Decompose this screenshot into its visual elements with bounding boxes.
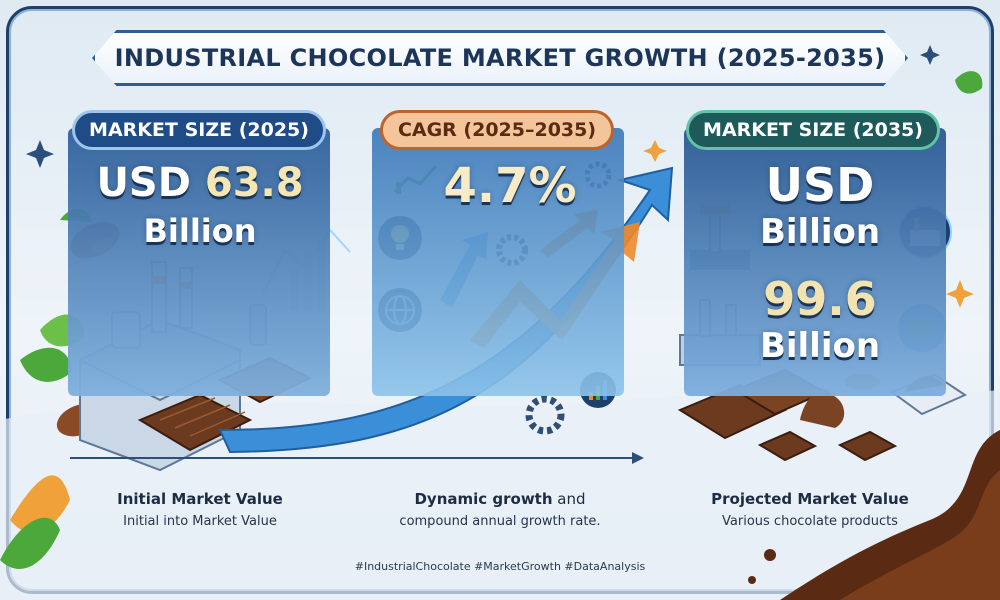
value-2025-number: 63.8 [204, 160, 304, 206]
caption-title-growth-bold: Dynamic growth [414, 490, 553, 508]
value-2035-line2: Billion [759, 212, 881, 252]
chocolate-swirl-icon [748, 430, 1000, 600]
caption-title-initial: Initial Market Value [117, 490, 283, 508]
page-title: INDUSTRIAL CHOCOLATE MARKET GROWTH (2025… [114, 44, 886, 72]
value-2025-unit: Billion [143, 212, 257, 250]
pill-market-size-2035: MARKET SIZE (2035) [686, 110, 940, 150]
pill-market-size-2025: MARKET SIZE (2025) [72, 110, 326, 150]
caption-sub-growth: compound annual growth rate. [399, 514, 601, 529]
value-cagr: 4.7% [443, 158, 577, 214]
value-2025: USD 63.8 [70, 160, 330, 206]
title-banner: INDUSTRIAL CHOCOLATE MARKET GROWTH (2025… [92, 30, 908, 86]
value-2025-prefix: USD [96, 160, 205, 206]
leaf-icon [955, 71, 983, 94]
value-2035-line1: USD [765, 158, 875, 212]
panel-market-size-2025 [68, 128, 330, 396]
sparkle-icon [26, 45, 974, 308]
hashtags: #IndustrialChocolate #MarketGrowth #Data… [354, 560, 646, 573]
value-2035-unit: Billion [759, 326, 881, 366]
caption-title-projected: Projected Market Value [711, 490, 909, 508]
caption-sub-projected: Various chocolate products [722, 514, 898, 529]
value-2035-number: 99.6 [763, 272, 877, 326]
caption-title-growth: Dynamic growth and [360, 490, 640, 508]
pill-cagr: CAGR (2025–2035) [380, 110, 614, 150]
caption-title-growth-rest: and [552, 490, 586, 508]
caption-sub-initial: Initial into Market Value [123, 514, 277, 529]
panel-market-size-2035 [684, 128, 946, 396]
panel-cagr [372, 128, 624, 396]
